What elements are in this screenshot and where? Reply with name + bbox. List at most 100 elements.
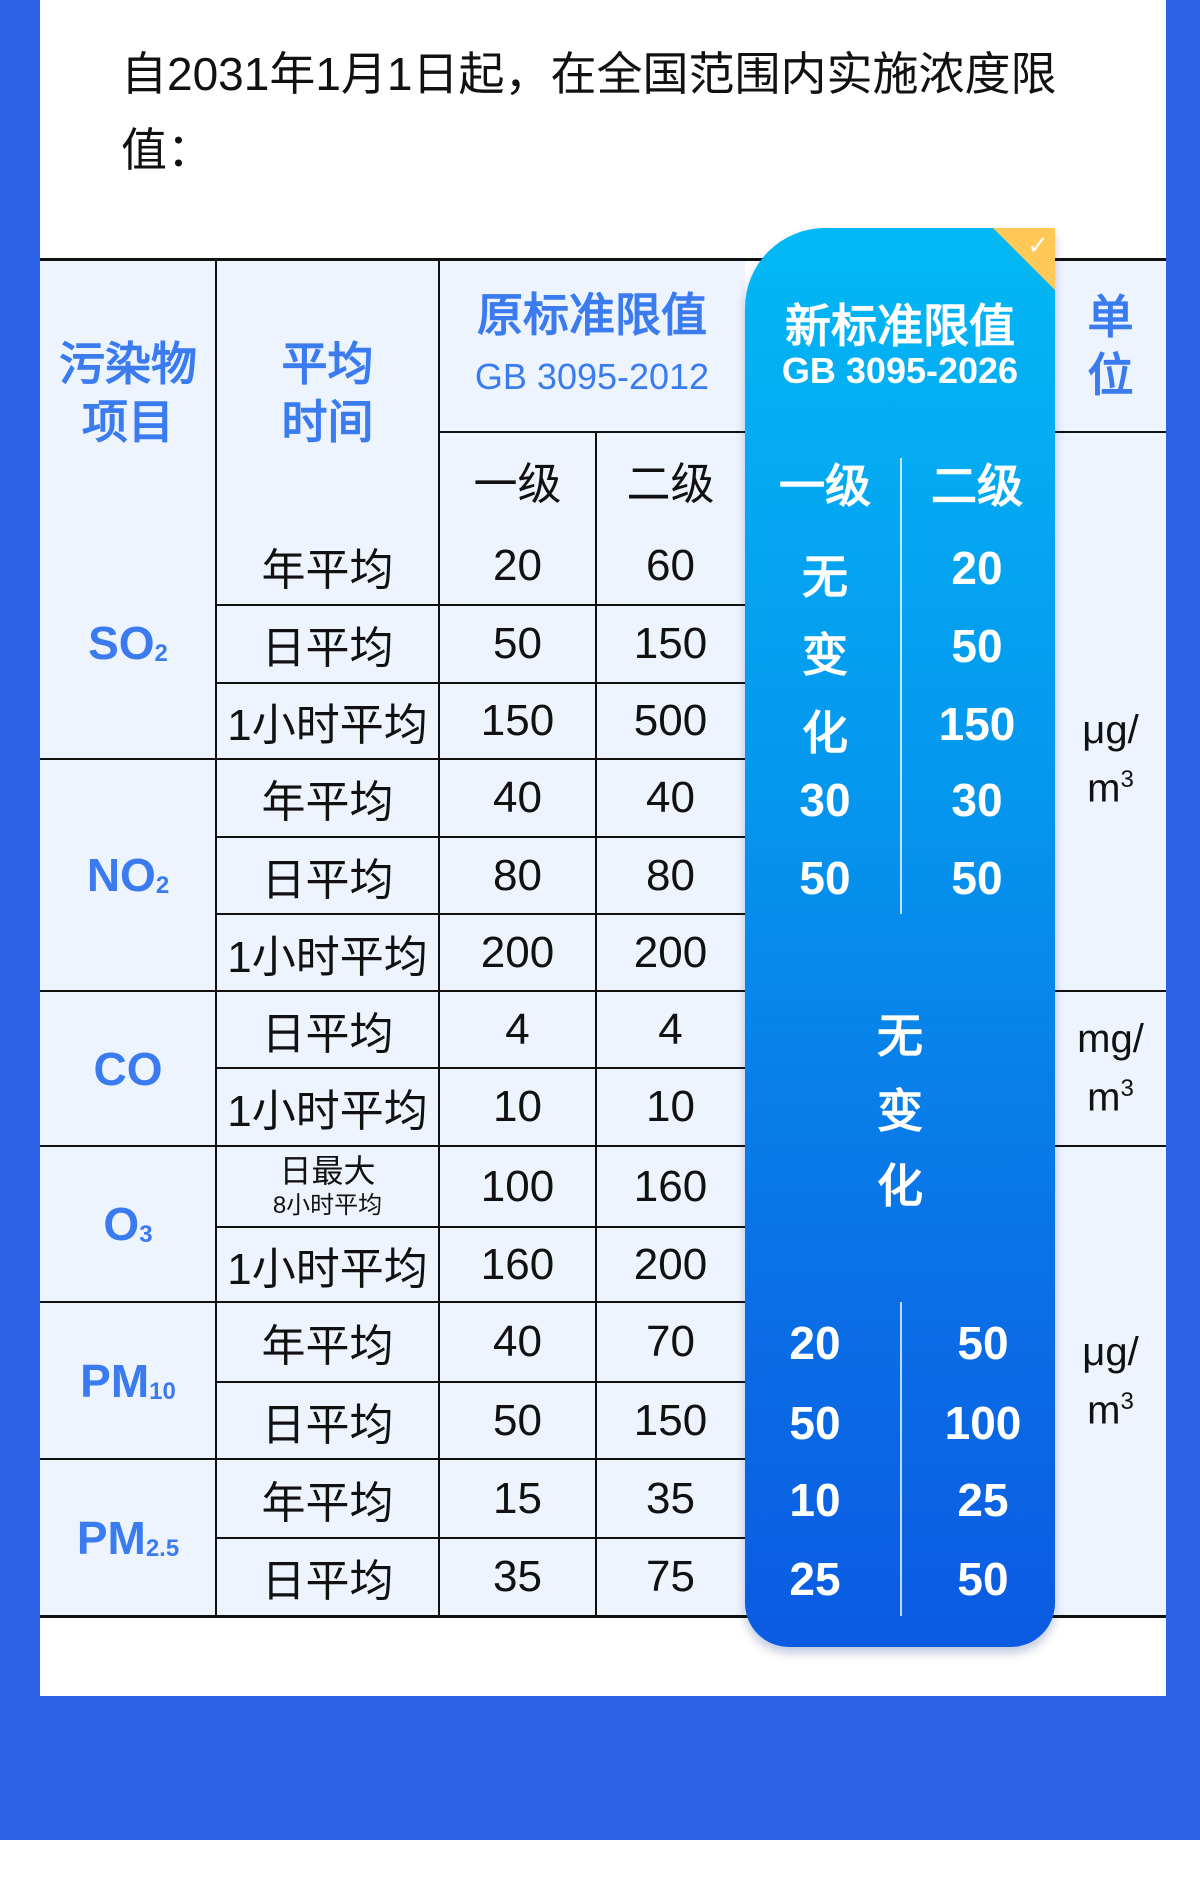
cell-text: 35 xyxy=(493,1552,542,1601)
cell-text: 年平均 xyxy=(261,778,394,827)
new-grade2-value: 50 xyxy=(957,1317,1009,1369)
cell-text: 单 xyxy=(1087,290,1134,343)
divider xyxy=(1055,990,1166,992)
cell-text: 200 xyxy=(633,927,708,977)
cell-text: 50 xyxy=(493,619,542,668)
unit-superscript: 3 xyxy=(1120,1075,1134,1103)
header-avg-time: 平均 时间 xyxy=(216,259,439,527)
new-grade2-value: 100 xyxy=(944,1397,1022,1449)
pollutant-name: SO2 xyxy=(88,616,168,670)
header-pollutant: 污染物 项目 xyxy=(40,259,216,527)
divider xyxy=(216,990,745,992)
divider xyxy=(40,1145,216,1147)
cell-text: μg/ xyxy=(1082,707,1139,752)
avg-time-cell: 日最大 8小时平均 xyxy=(216,1146,439,1227)
cell-text: 平均 xyxy=(281,338,374,390)
header-unit: 单位 xyxy=(1055,259,1166,432)
avg-time-cell: 日平均 xyxy=(216,1538,439,1616)
divider xyxy=(216,1067,745,1069)
pollutant-name: NO2 xyxy=(87,848,169,902)
no-change-text: 化 xyxy=(877,1160,923,1212)
new-grade2-value: 50 xyxy=(951,620,1003,672)
new-grade1-value: 20 xyxy=(789,1317,841,1369)
cell-text: 二级 xyxy=(626,459,715,509)
cell-text: 一级 xyxy=(473,459,562,509)
old-grade2-value: 40 xyxy=(596,759,745,837)
avg-time-cell: 年平均 xyxy=(216,1459,439,1538)
cell-text: 日平均 xyxy=(261,1557,394,1606)
old-grade2-value: 75 xyxy=(596,1538,745,1616)
header-old-grade1: 一级 xyxy=(439,432,596,527)
new-grade1-value: 30 xyxy=(799,774,851,826)
cell-text: 40 xyxy=(646,773,695,822)
no-change-text: 变 xyxy=(802,629,848,681)
cell-text: 80 xyxy=(493,850,542,900)
cell-text: 1小时平均 xyxy=(227,932,428,982)
new-grade2-value: 50 xyxy=(951,852,1003,904)
cell-text: 1小时平均 xyxy=(227,1244,428,1294)
cell-text: 4 xyxy=(505,1004,530,1054)
divider xyxy=(40,1301,216,1303)
cell-text: 70 xyxy=(646,1317,695,1366)
divider xyxy=(216,1145,745,1147)
intro-text: 自2031年1月1日起，在全国范围内实施浓度限值： xyxy=(121,48,1057,176)
cell-text: mg/ xyxy=(1077,1017,1144,1062)
no-change-text: 变 xyxy=(877,1085,923,1137)
unit-superscript: 3 xyxy=(1120,765,1134,793)
cell-text: 日平均 xyxy=(261,1009,394,1059)
cell-text: 年平均 xyxy=(261,1322,394,1371)
cell-text: 日平均 xyxy=(261,624,394,673)
cell-text: 年平均 xyxy=(261,546,394,595)
avg-time-cell: 1小时平均 xyxy=(216,914,439,991)
old-grade2-value: 150 xyxy=(596,605,745,683)
pollutant-subscript: 2 xyxy=(155,872,170,899)
pollutant-formula: PM xyxy=(76,1511,146,1564)
cell-text: 日平均 xyxy=(261,855,394,905)
old-grade2-value: 150 xyxy=(596,1382,745,1459)
divider xyxy=(216,682,745,684)
cell-text: 20 xyxy=(493,541,542,590)
cell-text: 4 xyxy=(658,1004,683,1054)
new-grade1-value: 10 xyxy=(789,1474,841,1526)
avg-time-cell: 年平均 xyxy=(216,1302,439,1382)
cell-text: m xyxy=(1087,1388,1121,1433)
unit-cell-blank xyxy=(1055,432,1166,527)
old-grade1-value: 15 xyxy=(439,1459,596,1538)
pollutant-formula: SO xyxy=(88,617,155,669)
unit-superscript: 3 xyxy=(1120,1387,1134,1415)
cell-text: 日平均 xyxy=(261,1400,394,1450)
avg-time-cell: 日平均 xyxy=(216,837,439,914)
avg-time-cell: 年平均 xyxy=(216,527,439,605)
pollutant-name: PM2.5 xyxy=(77,1511,179,1565)
old-grade2-value: 10 xyxy=(596,1068,745,1146)
avg-time-cell: 日平均 xyxy=(216,991,439,1068)
cell-text: 原标准限值 xyxy=(477,288,707,341)
old-grade2-value: 160 xyxy=(596,1146,745,1227)
old-grade2-value: 60 xyxy=(596,527,745,605)
new-grade2-value: 20 xyxy=(951,542,1003,594)
ribbon-badge xyxy=(993,228,1055,290)
no-change-text: 无 xyxy=(802,551,848,603)
cell-text: 项目 xyxy=(82,396,174,448)
pollutant-cell: PM10 xyxy=(40,1302,216,1459)
cell-text: 150 xyxy=(633,1395,708,1445)
divider xyxy=(216,1226,745,1228)
cell-text: μg/ xyxy=(1082,1329,1139,1374)
pollutant-cell: O3 xyxy=(40,1146,216,1302)
old-grade1-value: 40 xyxy=(439,759,596,837)
old-grade1-value: 200 xyxy=(439,914,596,991)
old-grade2-value: 80 xyxy=(596,837,745,914)
cell-text: GB 3095-2012 xyxy=(474,355,710,397)
bottom-strip xyxy=(0,1840,1200,1891)
divider xyxy=(40,1615,1166,1618)
new-grade2-value: 150 xyxy=(938,698,1016,750)
pollutant-name: O3 xyxy=(103,1197,152,1251)
old-grade2-value: 200 xyxy=(596,1227,745,1302)
old-grade1-value: 160 xyxy=(439,1227,596,1302)
new-standard-panel: ✓ 新标准限值 GB 3095-2026 一级 二级无变化 20 50 150 30 30 50 50… xyxy=(745,228,1055,1647)
avg-time-cell: 1小时平均 xyxy=(216,683,439,759)
divider xyxy=(40,1458,216,1460)
divider xyxy=(216,836,745,838)
cell-text: 日最大 xyxy=(279,1152,376,1189)
cell-text: 10 xyxy=(493,1082,542,1131)
